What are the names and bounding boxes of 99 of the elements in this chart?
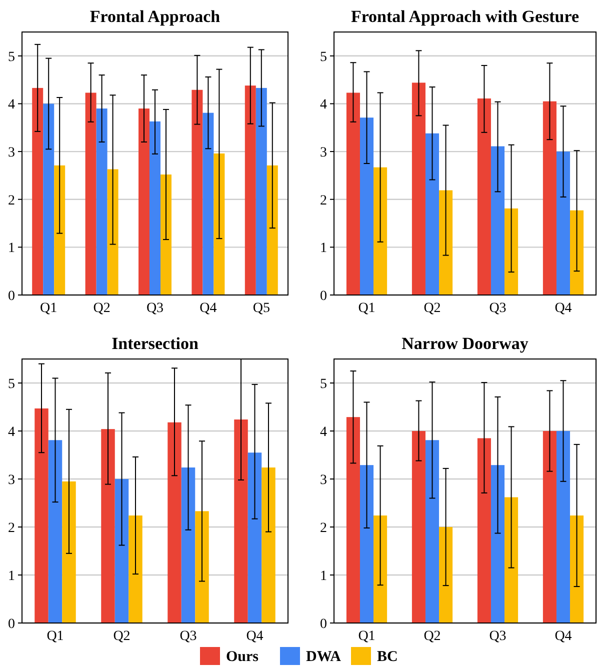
- chart-title: Narrow Doorway: [402, 334, 529, 353]
- bar: [490, 465, 505, 623]
- bar: [262, 467, 276, 623]
- x-tick-label: Q1: [40, 301, 58, 316]
- chart-title: Intersection: [112, 334, 199, 353]
- bar: [160, 174, 172, 295]
- bar: [425, 133, 440, 295]
- y-tick-label: 1: [8, 241, 15, 256]
- bar: [439, 527, 453, 623]
- legend-label: Ours: [226, 649, 259, 665]
- x-tick-label: Q1: [46, 629, 64, 644]
- bar: [114, 479, 129, 623]
- y-tick-label: 0: [8, 616, 15, 632]
- bar: [181, 467, 196, 623]
- bar: [107, 169, 118, 295]
- y-tick-label: 1: [320, 568, 327, 584]
- bar: [48, 440, 62, 623]
- y-tick-label: 3: [8, 472, 15, 488]
- bar: [128, 515, 142, 623]
- bar: [32, 88, 44, 295]
- bar: [425, 440, 440, 623]
- bar: [542, 101, 556, 295]
- y-tick-label: 0: [8, 288, 15, 304]
- bar: [234, 419, 248, 623]
- y-tick-label: 5: [320, 376, 327, 392]
- x-tick-label: Q1: [358, 629, 376, 644]
- x-tick-label: Q2: [424, 301, 441, 316]
- y-tick-label: 5: [8, 376, 15, 392]
- x-tick-label: Q2: [424, 629, 441, 644]
- legend-label: BC: [377, 649, 398, 665]
- x-tick-label: Q4: [554, 301, 572, 316]
- y-tick-label: 3: [8, 145, 15, 160]
- y-tick-label: 1: [320, 241, 327, 256]
- y-tick-label: 2: [8, 520, 15, 536]
- bar: [360, 118, 374, 295]
- x-tick-label: Q3: [489, 629, 506, 644]
- x-tick-label: Q1: [358, 301, 376, 316]
- bar: [34, 408, 48, 623]
- x-tick-label: Q3: [180, 629, 197, 644]
- bar: [195, 511, 209, 623]
- bar: [360, 465, 374, 623]
- legend-label: DWA: [306, 649, 342, 665]
- x-tick-label: Q2: [93, 301, 110, 316]
- bar: [504, 208, 518, 295]
- y-tick-label: 4: [320, 424, 327, 440]
- bar: [374, 515, 388, 623]
- x-tick-label: Q5: [252, 301, 270, 316]
- y-tick-label: 4: [8, 424, 15, 440]
- y-tick-label: 5: [8, 50, 15, 65]
- bar: [412, 431, 426, 623]
- bar: [85, 92, 96, 295]
- y-tick-label: 3: [320, 145, 327, 160]
- y-tick-label: 4: [8, 98, 15, 113]
- bar: [556, 152, 570, 295]
- bar: [150, 121, 160, 295]
- bar: [504, 497, 518, 623]
- bar: [412, 82, 426, 295]
- bar: [570, 515, 584, 623]
- x-tick-label: Q2: [113, 629, 130, 644]
- bar: [138, 108, 150, 295]
- bar: [192, 90, 203, 295]
- y-tick-label: 4: [320, 98, 327, 113]
- chart-title: Frontal Approach with Gesture: [350, 7, 580, 26]
- bar: [477, 438, 491, 623]
- x-tick-label: Q4: [200, 301, 217, 316]
- y-tick-label: 0: [320, 288, 327, 304]
- x-tick-label: Q4: [246, 629, 264, 644]
- bar: [346, 92, 360, 295]
- bar: [244, 86, 256, 295]
- bar: [542, 431, 556, 623]
- chart-title: Frontal Approach: [90, 7, 221, 26]
- bar: [248, 452, 262, 623]
- bar: [556, 431, 570, 623]
- bar: [43, 104, 54, 295]
- y-tick-label: 1: [8, 568, 15, 584]
- y-tick-label: 2: [320, 193, 327, 208]
- y-tick-label: 5: [320, 50, 327, 65]
- bar: [266, 165, 278, 295]
- bar: [477, 98, 491, 295]
- bar: [168, 422, 182, 623]
- y-tick-label: 2: [320, 520, 327, 536]
- y-tick-label: 0: [320, 616, 327, 632]
- bar: [202, 112, 214, 295]
- bar: [439, 190, 453, 295]
- bar: [54, 165, 66, 295]
- bar: [490, 146, 505, 295]
- y-tick-label: 3: [320, 472, 327, 488]
- bar: [256, 88, 267, 295]
- bar: [570, 210, 584, 295]
- bar: [374, 167, 388, 295]
- x-tick-label: Q3: [146, 301, 164, 316]
- bar: [101, 429, 115, 623]
- bar: [214, 153, 225, 295]
- x-tick-label: Q3: [489, 301, 506, 316]
- bar: [62, 481, 76, 623]
- bar: [96, 108, 108, 295]
- y-tick-label: 2: [8, 193, 15, 208]
- x-tick-label: Q4: [554, 629, 572, 644]
- bar: [346, 417, 360, 623]
